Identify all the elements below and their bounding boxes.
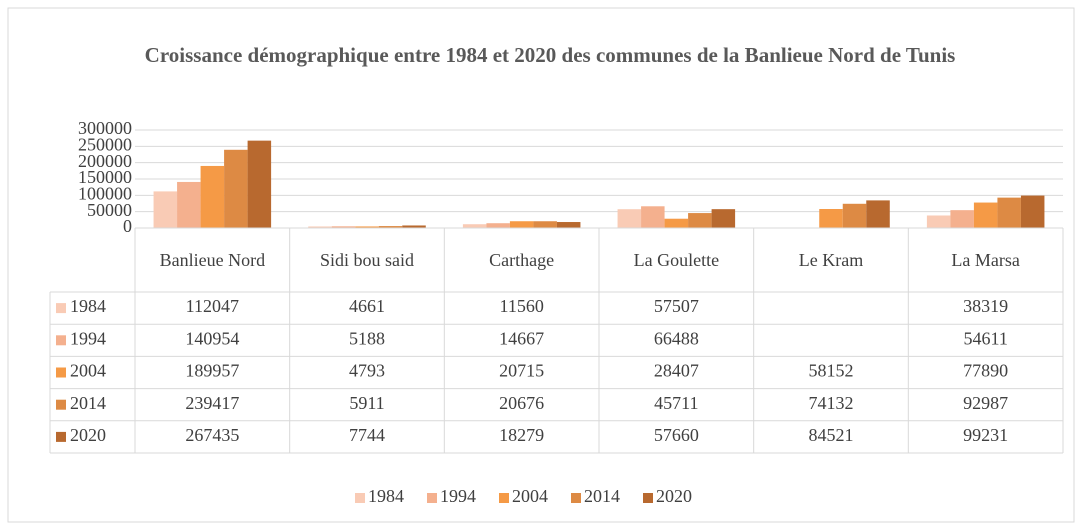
- x-tick-label: La Marsa: [951, 250, 1020, 270]
- y-tick-label: 150000: [78, 167, 132, 187]
- legend-label: 1994: [440, 486, 476, 506]
- legend-swatch: [499, 493, 509, 503]
- table-value: 140954: [185, 328, 239, 348]
- table-value: 38319: [963, 296, 1008, 316]
- bar: [462, 224, 487, 228]
- table-value: 5911: [349, 393, 384, 413]
- bar: [688, 213, 712, 228]
- chart-title: Croissance démographique entre 1984 et 2…: [144, 43, 956, 67]
- legend-label: 2014: [584, 486, 620, 506]
- bar: [224, 149, 248, 228]
- table-value: 77890: [963, 361, 1008, 381]
- table-value: 99231: [963, 425, 1008, 445]
- table-value: 84521: [809, 425, 854, 445]
- bar: [866, 200, 890, 228]
- bar: [486, 223, 510, 228]
- legend-label: 1984: [368, 486, 404, 506]
- bar: [819, 209, 843, 228]
- bar: [153, 191, 178, 228]
- y-tick-label: 100000: [78, 183, 132, 203]
- bar: [308, 226, 332, 228]
- chart-border: [7, 7, 1075, 523]
- bar: [842, 203, 867, 228]
- x-tick-label: Le Kram: [798, 250, 864, 270]
- bar: [556, 222, 581, 228]
- y-tick-label: 50000: [87, 200, 132, 220]
- x-tick-label: Carthage: [489, 250, 555, 270]
- bar: [509, 221, 534, 228]
- legend-swatch: [56, 367, 66, 378]
- legend-swatch: [643, 493, 653, 503]
- table-value: 239417: [185, 393, 239, 413]
- table-value: 11560: [499, 296, 543, 316]
- x-tick-label: Sidi bou said: [319, 250, 414, 270]
- table-value: 5188: [349, 328, 385, 348]
- table-value: 45711: [654, 393, 698, 413]
- table-value: 74132: [809, 393, 854, 413]
- legend-swatch: [56, 335, 66, 346]
- table-value: 57507: [654, 296, 699, 316]
- table-value: 112047: [186, 296, 239, 316]
- bar: [402, 225, 426, 228]
- bar: [617, 209, 642, 228]
- bar: [200, 165, 225, 228]
- y-tick-label: 0: [123, 216, 132, 236]
- bar: [378, 226, 403, 228]
- legend-swatch: [355, 493, 365, 503]
- table-value: 7744: [349, 425, 385, 445]
- y-tick-label: 300000: [78, 118, 132, 138]
- table-value: 4661: [349, 296, 385, 316]
- bar: [355, 226, 379, 228]
- table-value: 57660: [654, 425, 699, 445]
- row-label: 1984: [70, 296, 106, 316]
- legend-label: 2004: [512, 486, 548, 506]
- bar: [997, 197, 1021, 228]
- bar: [973, 202, 998, 228]
- bar: [177, 181, 201, 228]
- table-value: 28407: [654, 361, 699, 381]
- y-tick-label: 200000: [78, 151, 132, 171]
- table-value: 18279: [499, 425, 544, 445]
- table-value: 189957: [185, 361, 239, 381]
- table-value: 14667: [499, 328, 544, 348]
- table-value: 92987: [963, 393, 1008, 413]
- table-value: 20676: [499, 393, 544, 413]
- legend-swatch: [571, 493, 581, 503]
- table-value: 20715: [499, 361, 544, 381]
- bar: [950, 210, 974, 228]
- bar: [331, 226, 356, 228]
- bar: [664, 218, 689, 228]
- bar: [711, 209, 736, 228]
- legend-label: 2020: [656, 486, 692, 506]
- legend-swatch: [427, 493, 437, 503]
- table-value: 58152: [809, 361, 854, 381]
- legend-swatch: [56, 399, 66, 410]
- table-value: 267435: [185, 425, 239, 445]
- x-tick-label: La Goulette: [633, 250, 720, 270]
- table-value: 66488: [654, 328, 699, 348]
- row-label: 2014: [70, 393, 106, 413]
- table-value: 4793: [349, 361, 385, 381]
- y-tick-label: 250000: [78, 134, 132, 154]
- bar: [641, 206, 665, 228]
- row-label: 1994: [70, 328, 106, 348]
- bar: [533, 221, 557, 228]
- bar: [247, 140, 272, 228]
- legend-swatch: [56, 303, 66, 314]
- legend-swatch: [56, 431, 66, 442]
- row-label: 2020: [70, 425, 106, 445]
- x-tick-label: Banlieue Nord: [159, 250, 266, 270]
- bar: [926, 215, 951, 228]
- row-label: 2004: [70, 361, 106, 381]
- table-value: 54611: [963, 328, 1007, 348]
- bar: [1020, 195, 1045, 228]
